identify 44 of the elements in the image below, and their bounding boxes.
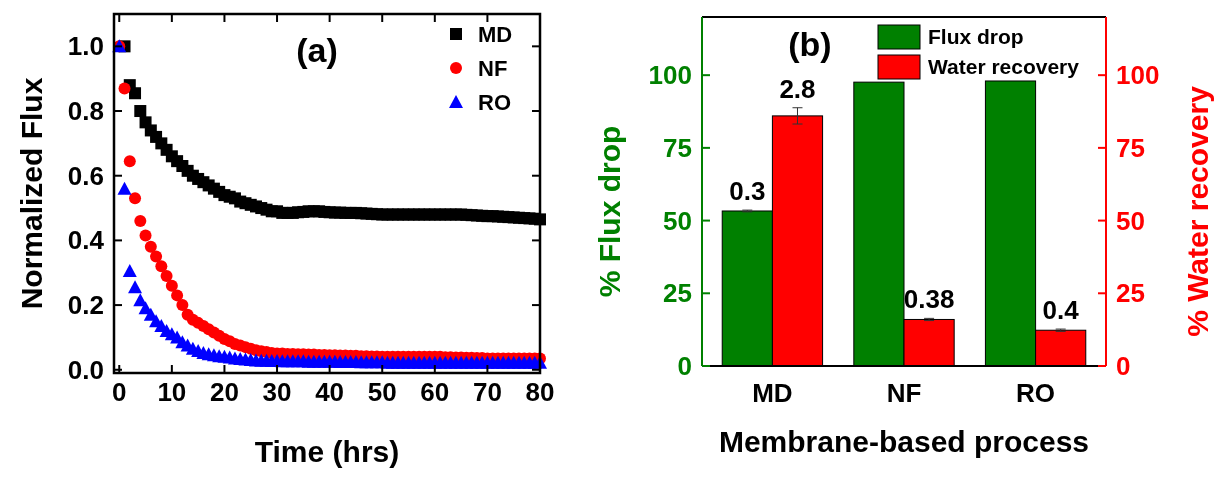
legend-label: RO	[478, 89, 511, 115]
x-tick-label: 50	[367, 377, 397, 407]
y2-tick-label: 50	[1116, 205, 1145, 236]
y-tick-label: 100	[648, 60, 692, 91]
annotation: 0.38	[903, 284, 955, 315]
x-tick-label: 40	[315, 377, 345, 407]
x-tick-label: 10	[157, 377, 187, 407]
y2-tick-label: 100	[1116, 60, 1160, 91]
legend-label: Flux drop	[928, 25, 1024, 49]
y2-tick-label: 0	[1116, 351, 1131, 382]
x-tick-label: NF	[886, 378, 922, 408]
y-tick-label: 0.6	[67, 160, 104, 191]
x-axis-title: Membrane-based process	[718, 425, 1090, 458]
x-axis-title: Time (hrs)	[254, 435, 400, 468]
y-tick-label: 0.0	[67, 354, 104, 385]
x-tick-label: 20	[209, 377, 239, 407]
legend-label: MD	[478, 21, 513, 47]
y-axis-title: % Flux drop	[593, 125, 626, 298]
y-tick-label: 50	[663, 205, 692, 236]
legend-label: Water recovery	[928, 55, 1080, 79]
y-tick-label: 25	[663, 278, 692, 309]
x-tick-label: 80	[525, 377, 555, 407]
x-tick-label: MD	[752, 378, 793, 408]
text: (a)	[296, 31, 338, 69]
x-tick-label: 30	[262, 377, 292, 407]
x-tick-label: 60	[420, 377, 450, 407]
y2-axis-title: % Water recovery	[1181, 85, 1214, 337]
y-tick-label: 0	[677, 351, 692, 382]
chart-title: (b)	[788, 25, 832, 63]
y2-tick-label: 75	[1116, 132, 1145, 163]
annotation: 2.8	[779, 73, 816, 104]
y-tick-label: 0.4	[67, 225, 105, 256]
y-tick-label: 0.2	[67, 290, 104, 321]
annotation: 0.3	[729, 176, 766, 207]
x-tick-label: RO	[1016, 378, 1056, 408]
y-axis-title: Normalized Flux	[15, 77, 48, 310]
y-tick-label: 75	[663, 132, 692, 163]
y-tick-label: 0.8	[67, 96, 104, 127]
x-tick-label: 0	[112, 377, 127, 407]
annotation: 0.4	[1042, 295, 1080, 326]
y2-tick-label: 25	[1116, 278, 1145, 309]
x-tick-label: 70	[472, 377, 502, 407]
legend-label: NF	[478, 55, 508, 81]
y-tick-label: 1.0	[67, 31, 104, 62]
